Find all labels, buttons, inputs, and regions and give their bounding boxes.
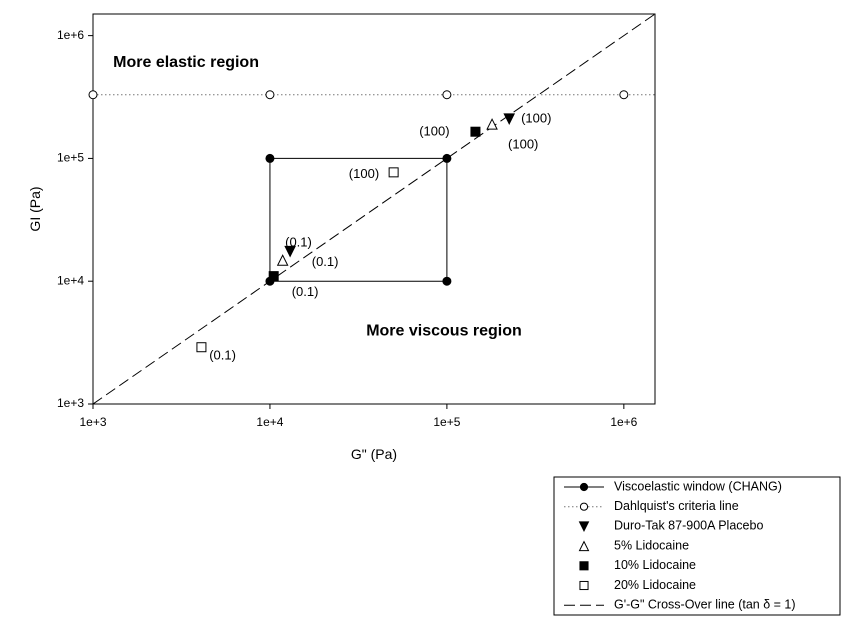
x-tick-label-3: 1e+6 [610,415,637,429]
annotation-6: (100) [521,111,551,126]
viscoelastic-window-point-3 [265,153,275,163]
legend-item-2: Duro-Tak 87-900A Placebo [578,519,763,533]
y-tick-label-1: 1e+4 [57,273,84,287]
y-axis-title: GI (Pa) [27,186,43,231]
series-5-point-1 [388,167,399,178]
legend-item-3: 5% Lidocaine [578,538,689,552]
y-tick-label-3: 1e+6 [57,28,84,42]
legend-swatch-marker [579,502,589,511]
dahlquist-point-0 [88,90,98,100]
series-2-point-0 [284,245,296,258]
annotation-2: (0.1) [292,284,319,299]
legend-label: 20% Lidocaine [614,578,696,592]
legend-box [553,476,841,616]
legend-swatch-marker [579,580,589,591]
legend-item-1: Dahlquist's criteria line [564,499,739,513]
legend-item-0: Viscoelastic window (CHANG) [564,479,782,493]
legend-label: 10% Lidocaine [614,558,696,572]
series-2-point-1 [503,113,516,125]
x-tick-label-1: 1e+4 [256,415,283,429]
legend-item-6: G'-G" Cross-Over line (tan δ = 1) [564,597,796,611]
y-tick-label-0: 1e+3 [57,396,84,410]
annotation-4: (100) [349,166,379,181]
series-5-point-0 [196,342,207,353]
x-axis-title: G" (Pa) [351,446,397,462]
legend-item-4: 10% Lidocaine [579,558,696,572]
legend-item-5: 20% Lidocaine [579,578,696,592]
viscoelastic-window-point-2 [442,153,452,163]
legend-swatch-marker [579,561,589,571]
series-3-point-1 [486,118,498,130]
annotation-7: (100) [508,136,538,151]
series-4-point-1 [470,126,481,137]
legend-swatch-marker [579,482,589,492]
annotation-3: (0.1) [209,348,236,363]
legend-label: G'-G" Cross-Over line (tan δ = 1) [614,597,796,611]
region-label-1: More viscous region [366,323,522,340]
legend-swatch-marker [578,521,590,533]
dahlquist-point-2 [442,90,452,100]
series-3-point-0 [276,254,289,266]
dahlquist-point-1 [265,90,275,100]
plot-frame [92,13,656,405]
x-tick-label-0: 1e+3 [79,415,106,429]
crossover-line [93,14,655,404]
dahlquist-point-3 [619,90,629,100]
legend-swatch-marker [578,540,590,552]
y-tick-label-2: 1e+5 [57,151,84,165]
annotation-1: (0.1) [312,254,339,269]
region-label-0: More elastic region [113,54,259,71]
legend-label: 5% Lidocaine [614,538,689,552]
annotation-5: (100) [419,123,449,138]
series-4-point-0 [268,271,279,282]
legend-label: Duro-Tak 87-900A Placebo [614,519,763,533]
annotation-0: (0.1) [285,234,312,249]
viscoelastic-window-point-1 [442,276,452,286]
x-tick-label-2: 1e+5 [433,415,460,429]
legend-label: Viscoelastic window (CHANG) [614,479,782,493]
legend-label: Dahlquist's criteria line [614,499,739,513]
